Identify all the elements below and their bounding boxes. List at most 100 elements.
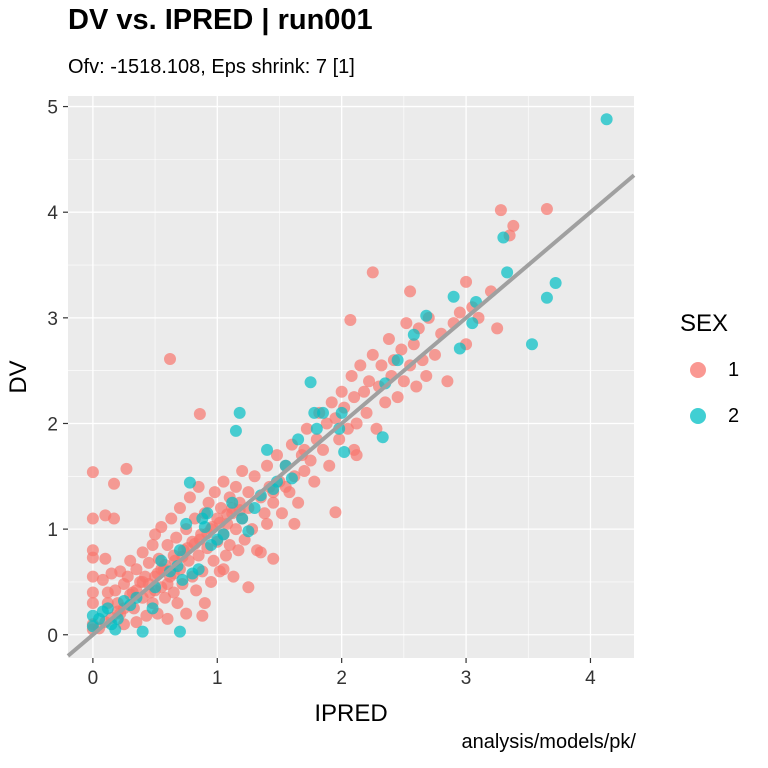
data-point-sex-2 xyxy=(155,554,168,567)
data-point-sex-1 xyxy=(441,375,454,388)
data-point-sex-1 xyxy=(344,313,357,326)
data-point-sex-1 xyxy=(86,551,99,564)
data-point-sex-1 xyxy=(258,507,271,520)
data-point-sex-1 xyxy=(317,443,330,456)
data-point-sex-1 xyxy=(205,575,218,588)
data-point-sex-1 xyxy=(236,465,249,478)
data-point-sex-1 xyxy=(202,496,215,509)
data-point-sex-1 xyxy=(96,573,109,586)
data-point-sex-2 xyxy=(242,525,255,538)
data-point-sex-1 xyxy=(254,546,267,559)
data-point-sex-2 xyxy=(173,625,186,638)
data-point-sex-1 xyxy=(507,219,520,232)
data-point-sex-2 xyxy=(304,376,317,389)
chart-title: DV vs. IPRED | run001 xyxy=(68,4,373,36)
data-point-sex-1 xyxy=(366,348,379,361)
data-point-sex-1 xyxy=(109,584,122,597)
data-point-sex-1 xyxy=(370,422,383,435)
legend-title: SEX xyxy=(680,310,729,337)
data-point-sex-1 xyxy=(397,375,410,388)
data-point-sex-1 xyxy=(130,616,143,629)
data-point-sex-1 xyxy=(304,454,317,467)
data-point-sex-1 xyxy=(404,285,417,298)
data-point-sex-1 xyxy=(170,531,183,544)
data-point-sex-2 xyxy=(420,309,433,322)
data-point-sex-1 xyxy=(320,417,333,430)
data-point-sex-2 xyxy=(600,113,613,126)
data-point-sex-1 xyxy=(167,586,180,599)
legend-label-2: 2 xyxy=(728,404,740,427)
x-tick-label: 1 xyxy=(212,668,223,689)
data-point-sex-2 xyxy=(338,446,351,459)
data-point-sex-1 xyxy=(358,385,371,398)
data-point-sex-1 xyxy=(159,591,172,604)
data-point-sex-1 xyxy=(540,203,553,216)
data-point-sex-1 xyxy=(193,407,206,420)
chart-subtitle: Ofv: -1518.108, Eps shrink: 7 [1] xyxy=(68,56,355,78)
data-point-sex-2 xyxy=(226,496,239,509)
data-point-sex-2 xyxy=(198,521,211,534)
data-point-sex-1 xyxy=(329,506,342,519)
data-point-sex-1 xyxy=(196,609,209,622)
legend-swatch-1 xyxy=(690,362,706,378)
data-point-sex-1 xyxy=(229,523,242,536)
data-point-sex-2 xyxy=(335,406,348,419)
data-point-sex-1 xyxy=(400,317,413,330)
data-point-sex-2 xyxy=(285,472,298,485)
data-point-sex-1 xyxy=(267,552,280,565)
legend-swatch-2 xyxy=(690,408,706,424)
data-point-sex-1 xyxy=(232,544,245,557)
data-point-sex-1 xyxy=(360,406,373,419)
data-point-sex-1 xyxy=(363,375,376,388)
legend-item-2: 2 xyxy=(690,404,739,428)
data-point-sex-1 xyxy=(99,552,112,565)
data-point-sex-2 xyxy=(176,573,189,586)
data-point-sex-2 xyxy=(261,443,274,456)
data-point-sex-2 xyxy=(136,625,149,638)
data-point-sex-1 xyxy=(428,348,441,361)
data-point-sex-2 xyxy=(317,406,330,419)
data-point-sex-2 xyxy=(86,620,99,633)
data-points xyxy=(86,113,613,638)
data-point-sex-1 xyxy=(124,554,137,567)
grid-lines xyxy=(68,96,634,658)
data-point-sex-1 xyxy=(219,549,232,562)
y-tick-label: 0 xyxy=(47,626,58,647)
data-point-sex-2 xyxy=(525,338,538,351)
data-point-sex-1 xyxy=(217,563,230,576)
data-point-sex-1 xyxy=(108,512,121,525)
x-tick-label: 3 xyxy=(461,668,472,689)
data-point-sex-1 xyxy=(292,496,305,509)
data-point-sex-1 xyxy=(308,475,321,488)
data-point-sex-1 xyxy=(130,563,143,576)
data-point-sex-1 xyxy=(121,570,134,583)
data-point-sex-1 xyxy=(217,475,230,488)
data-point-sex-2 xyxy=(183,476,196,489)
data-point-sex-2 xyxy=(497,231,510,244)
x-tick-label: 2 xyxy=(336,668,347,689)
data-point-sex-1 xyxy=(407,338,420,351)
data-point-sex-1 xyxy=(171,597,184,610)
data-point-sex-1 xyxy=(165,512,178,525)
data-point-sex-1 xyxy=(354,359,367,372)
data-point-sex-1 xyxy=(350,417,363,430)
data-point-sex-1 xyxy=(366,266,379,279)
data-point-sex-2 xyxy=(233,406,246,419)
data-point-sex-2 xyxy=(236,512,249,525)
data-point-sex-2 xyxy=(447,290,460,303)
data-point-sex-2 xyxy=(540,291,553,304)
data-point-sex-1 xyxy=(161,538,174,551)
data-point-sex-1 xyxy=(270,449,283,462)
data-point-sex-1 xyxy=(136,546,149,559)
axis-ticks: 0 1 2 3 4 0 1 2 3 4 5 xyxy=(47,98,596,689)
data-point-sex-1 xyxy=(242,486,255,499)
data-point-sex-1 xyxy=(208,486,221,499)
data-point-sex-1 xyxy=(161,612,174,625)
data-point-sex-1 xyxy=(261,517,274,530)
data-point-sex-1 xyxy=(300,422,313,435)
data-point-sex-1 xyxy=(341,422,354,435)
data-point-sex-1 xyxy=(108,477,121,490)
legend-label-1: 1 xyxy=(728,358,740,381)
data-point-sex-1 xyxy=(86,466,99,479)
